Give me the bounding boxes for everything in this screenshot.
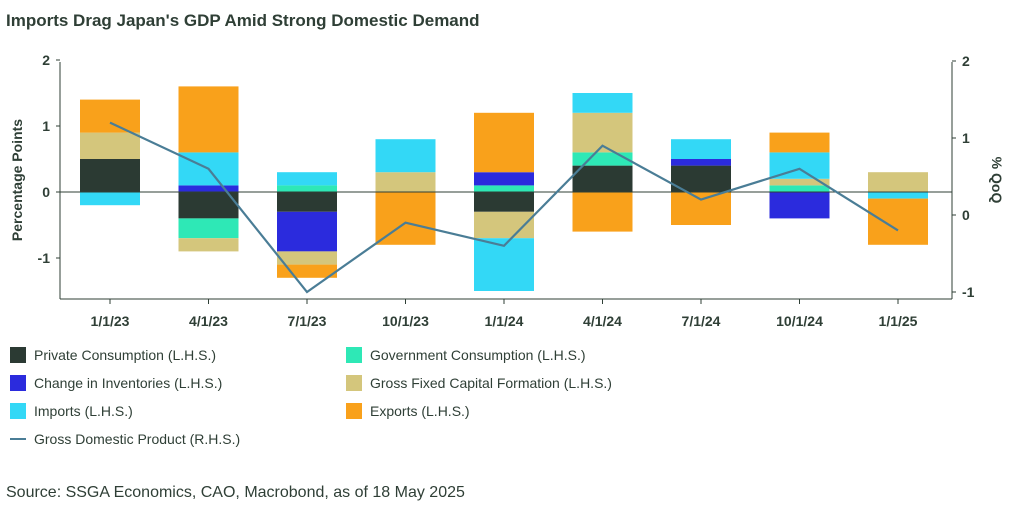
bar-exports-10-1-24 — [769, 132, 830, 153]
bar-gross-fixed-capital-formation-10-1-23 — [375, 172, 436, 192]
bar-exports-4-1-24 — [572, 192, 633, 232]
tick-label-x: 10/1/23 — [382, 313, 429, 329]
gdp-line — [109, 121, 899, 294]
y-axis-title-left: Percentage Points — [9, 119, 25, 241]
tick-label-x: 4/1/24 — [583, 313, 622, 329]
bar-change-in-inventories-7-1-24 — [671, 159, 731, 166]
legend-gdp-line-label: Gross Domestic Product (R.H.S.) — [34, 431, 240, 447]
bar-imports-4-1-24 — [572, 93, 633, 113]
legend-gross-fixed-capital-formation-swatch — [346, 375, 362, 391]
tick-label-left: 1 — [42, 118, 50, 134]
bar-private-consumption-4-1-24 — [572, 165, 633, 192]
tick-labels: 2 1 0 -1 2 1 0 -1 1/1/23 4/1/23 7/1/23 10/1/23 1/1/2… — [38, 52, 975, 329]
bar-government-consumption-4-1-24 — [572, 152, 633, 166]
legend-private-consumption-swatch — [10, 347, 26, 363]
bar-government-consumption-10-1-24 — [769, 185, 830, 192]
legend-gross-fixed-capital-formation-label: Gross Fixed Capital Formation (L.H.S.) — [370, 375, 612, 391]
legend-government-consumption-swatch — [346, 347, 362, 363]
bar-government-consumption-1-1-24 — [474, 185, 534, 192]
legend-government-consumption-label: Government Consumption (L.H.S.) — [370, 347, 586, 363]
tick-label-right: -1 — [962, 284, 975, 300]
tick-label-x: 7/1/24 — [682, 313, 721, 329]
bar-change-in-inventories-4-1-23 — [178, 185, 239, 192]
tick-label-right: 1 — [962, 130, 970, 146]
legend: Private Consumption (L.H.S.) Government C… — [10, 347, 612, 447]
bar-private-consumption-1-1-24 — [474, 192, 534, 212]
bar-gross-fixed-capital-formation-7-1-23 — [277, 251, 337, 265]
tick-label-right: 2 — [962, 53, 970, 69]
legend-exports-label: Exports (L.H.S.) — [370, 403, 470, 419]
bar-government-consumption-7-1-23 — [277, 185, 337, 192]
legend-change-in-inventories-label: Change in Inventories (L.H.S.) — [34, 375, 222, 391]
tick-label-left: 2 — [42, 52, 50, 68]
tick-label-x: 10/1/24 — [776, 313, 823, 329]
chart-title: Imports Drag Japan's GDP Amid Strong Dom… — [6, 11, 480, 30]
bar-change-in-inventories-1-1-24 — [474, 172, 534, 186]
bar-gross-fixed-capital-formation-1-1-25 — [868, 172, 928, 192]
bar-imports-1-1-25 — [868, 192, 928, 199]
gdp-line-layer — [109, 121, 899, 294]
bar-imports-1-1-23 — [80, 192, 140, 206]
tick-label-right: 0 — [962, 207, 970, 223]
bar-exports-1-1-25 — [868, 198, 928, 245]
y-axis-title-right: % QoQ — [989, 157, 1005, 204]
tick-label-x: 1/1/25 — [879, 313, 918, 329]
bar-imports-7-1-24 — [671, 139, 731, 159]
bar-gross-fixed-capital-formation-10-1-24 — [769, 178, 830, 186]
tick-label-left: -1 — [38, 250, 51, 266]
tick-label-x: 1/1/24 — [485, 313, 524, 329]
bar-private-consumption-4-1-23 — [178, 192, 239, 219]
source-note: Source: SSGA Economics, CAO, Macrobond, … — [6, 484, 465, 501]
bar-change-in-inventories-10-1-24 — [769, 192, 830, 219]
bar-imports-10-1-23 — [375, 139, 436, 173]
bar-government-consumption-4-1-23 — [178, 218, 239, 239]
legend-exports-swatch — [346, 403, 362, 419]
bar-private-consumption-1-1-23 — [80, 159, 140, 192]
bar-exports-7-1-24 — [671, 192, 731, 225]
bar-exports-1-1-23 — [80, 99, 140, 133]
bar-gross-fixed-capital-formation-1-1-23 — [80, 132, 140, 159]
tick-label-left: 0 — [42, 184, 50, 200]
bar-layer — [80, 86, 928, 291]
legend-private-consumption-label: Private Consumption (L.H.S.) — [34, 347, 216, 363]
bar-exports-1-1-24 — [474, 112, 534, 173]
bar-imports-1-1-24 — [474, 238, 534, 291]
tick-label-x: 4/1/23 — [189, 313, 228, 329]
bar-change-in-inventories-7-1-23 — [277, 211, 337, 252]
legend-imports-label: Imports (L.H.S.) — [34, 403, 133, 419]
bar-exports-4-1-23 — [178, 86, 239, 153]
legend-change-in-inventories-swatch — [10, 375, 26, 391]
bar-gross-fixed-capital-formation-4-1-23 — [178, 238, 239, 252]
bar-private-consumption-7-1-23 — [277, 192, 337, 212]
tick-label-x: 7/1/23 — [288, 313, 327, 329]
bar-imports-7-1-23 — [277, 172, 337, 186]
legend-imports-swatch — [10, 403, 26, 419]
tick-label-x: 1/1/23 — [91, 313, 130, 329]
